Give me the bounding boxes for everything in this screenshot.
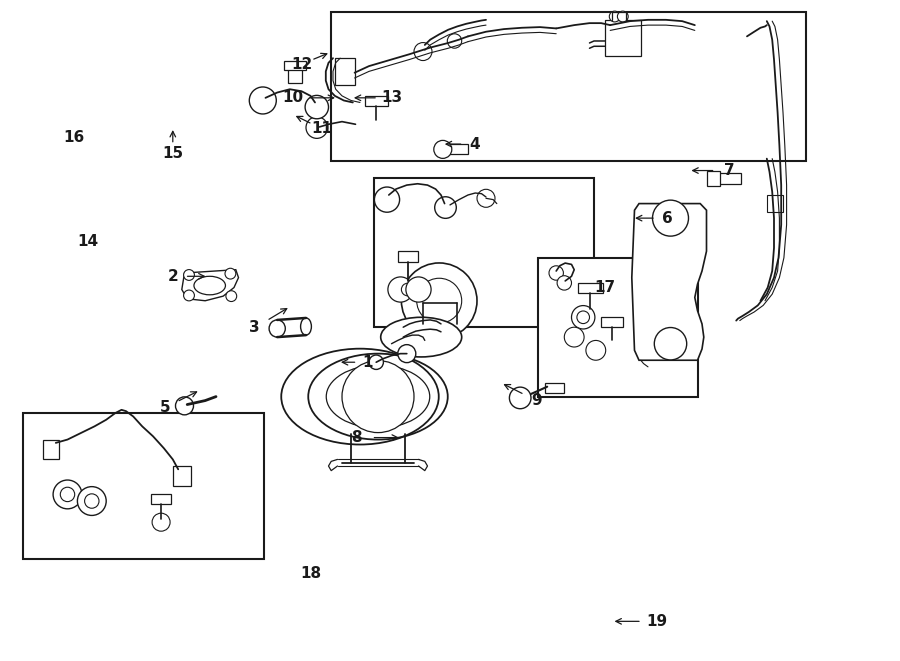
Circle shape bbox=[401, 283, 414, 296]
Text: 16: 16 bbox=[63, 130, 85, 145]
Circle shape bbox=[609, 11, 620, 22]
Text: 3: 3 bbox=[249, 321, 260, 335]
Circle shape bbox=[564, 327, 584, 347]
Bar bbox=[544, 383, 564, 393]
Circle shape bbox=[434, 140, 452, 159]
Circle shape bbox=[152, 513, 170, 531]
Circle shape bbox=[509, 387, 531, 408]
Bar bbox=[374, 178, 594, 327]
Circle shape bbox=[225, 268, 236, 279]
Text: 17: 17 bbox=[594, 280, 616, 295]
Text: 2: 2 bbox=[167, 269, 178, 284]
Bar bbox=[538, 258, 698, 397]
Circle shape bbox=[406, 277, 431, 302]
Text: 19: 19 bbox=[646, 614, 668, 629]
Ellipse shape bbox=[308, 354, 448, 440]
Circle shape bbox=[184, 290, 194, 301]
Bar bbox=[767, 195, 783, 212]
Circle shape bbox=[477, 189, 495, 208]
Text: 6: 6 bbox=[662, 211, 673, 225]
Circle shape bbox=[652, 200, 688, 236]
Text: 14: 14 bbox=[77, 234, 99, 249]
Text: 15: 15 bbox=[162, 146, 184, 161]
Circle shape bbox=[398, 344, 416, 363]
Circle shape bbox=[572, 305, 595, 329]
Text: 13: 13 bbox=[381, 91, 402, 105]
Text: 4: 4 bbox=[469, 137, 480, 151]
Polygon shape bbox=[182, 270, 238, 301]
Ellipse shape bbox=[269, 320, 285, 337]
Circle shape bbox=[77, 486, 106, 516]
Circle shape bbox=[85, 494, 99, 508]
Text: 1: 1 bbox=[362, 355, 373, 369]
Circle shape bbox=[374, 187, 400, 212]
Circle shape bbox=[586, 340, 606, 360]
Bar bbox=[288, 63, 302, 83]
Bar bbox=[441, 144, 468, 154]
Text: 12: 12 bbox=[291, 57, 312, 71]
Text: 11: 11 bbox=[311, 122, 333, 136]
Bar bbox=[364, 96, 388, 106]
Circle shape bbox=[557, 276, 572, 290]
Bar bbox=[43, 440, 59, 459]
Circle shape bbox=[184, 270, 194, 280]
Circle shape bbox=[226, 291, 237, 301]
Circle shape bbox=[617, 11, 628, 22]
Text: 5: 5 bbox=[159, 401, 170, 415]
Bar bbox=[284, 61, 306, 70]
Circle shape bbox=[305, 95, 328, 119]
Text: 18: 18 bbox=[300, 566, 321, 581]
Bar bbox=[706, 171, 720, 186]
Text: 7: 7 bbox=[724, 163, 734, 178]
Circle shape bbox=[435, 197, 456, 218]
Bar bbox=[398, 251, 418, 262]
Circle shape bbox=[60, 487, 75, 502]
Circle shape bbox=[654, 327, 687, 360]
Bar bbox=[578, 283, 603, 293]
Circle shape bbox=[306, 117, 328, 138]
Circle shape bbox=[549, 266, 563, 280]
Circle shape bbox=[176, 397, 194, 415]
Circle shape bbox=[414, 42, 432, 61]
Circle shape bbox=[401, 263, 477, 338]
Bar bbox=[22, 413, 264, 559]
Bar bbox=[601, 317, 623, 327]
Text: 10: 10 bbox=[282, 91, 303, 105]
Circle shape bbox=[388, 277, 413, 302]
Polygon shape bbox=[632, 204, 706, 360]
Circle shape bbox=[447, 34, 462, 48]
Text: 9: 9 bbox=[531, 393, 542, 408]
Ellipse shape bbox=[194, 276, 225, 295]
Circle shape bbox=[53, 480, 82, 509]
Circle shape bbox=[417, 278, 462, 323]
Bar bbox=[331, 12, 806, 161]
Bar bbox=[709, 173, 741, 184]
Bar bbox=[335, 58, 355, 85]
Text: 8: 8 bbox=[351, 430, 362, 445]
Ellipse shape bbox=[381, 317, 462, 357]
Circle shape bbox=[249, 87, 276, 114]
Bar bbox=[173, 466, 191, 486]
Circle shape bbox=[369, 355, 383, 369]
Circle shape bbox=[577, 311, 590, 324]
Bar bbox=[605, 20, 641, 56]
Circle shape bbox=[342, 361, 414, 432]
Bar bbox=[151, 494, 171, 504]
Ellipse shape bbox=[301, 318, 311, 335]
Ellipse shape bbox=[326, 365, 430, 428]
